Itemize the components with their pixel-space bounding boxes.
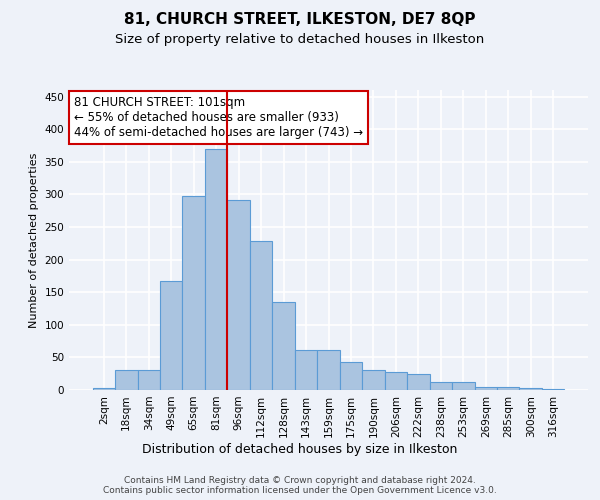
Text: Size of property relative to detached houses in Ilkeston: Size of property relative to detached ho…	[115, 32, 485, 46]
Bar	[92, 388, 115, 390]
Bar	[115, 370, 137, 390]
Bar	[475, 386, 497, 390]
Text: Distribution of detached houses by size in Ilkeston: Distribution of detached houses by size …	[142, 442, 458, 456]
Bar	[137, 370, 160, 390]
Bar	[497, 388, 520, 390]
Text: 81 CHURCH STREET: 101sqm
← 55% of detached houses are smaller (933)
44% of semi-: 81 CHURCH STREET: 101sqm ← 55% of detach…	[74, 96, 364, 139]
Bar	[385, 372, 407, 390]
Bar	[362, 370, 385, 390]
Bar	[295, 350, 317, 390]
Bar	[340, 362, 362, 390]
Bar	[317, 350, 340, 390]
Bar	[272, 302, 295, 390]
Bar	[520, 388, 542, 390]
Text: 81, CHURCH STREET, ILKESTON, DE7 8QP: 81, CHURCH STREET, ILKESTON, DE7 8QP	[124, 12, 476, 28]
Bar	[205, 148, 227, 390]
Bar	[250, 242, 272, 390]
Bar	[227, 200, 250, 390]
Bar	[160, 281, 182, 390]
Y-axis label: Number of detached properties: Number of detached properties	[29, 152, 39, 328]
Bar	[430, 382, 452, 390]
Text: Contains HM Land Registry data © Crown copyright and database right 2024.
Contai: Contains HM Land Registry data © Crown c…	[103, 476, 497, 495]
Bar	[452, 382, 475, 390]
Bar	[542, 388, 565, 390]
Bar	[407, 374, 430, 390]
Bar	[182, 196, 205, 390]
